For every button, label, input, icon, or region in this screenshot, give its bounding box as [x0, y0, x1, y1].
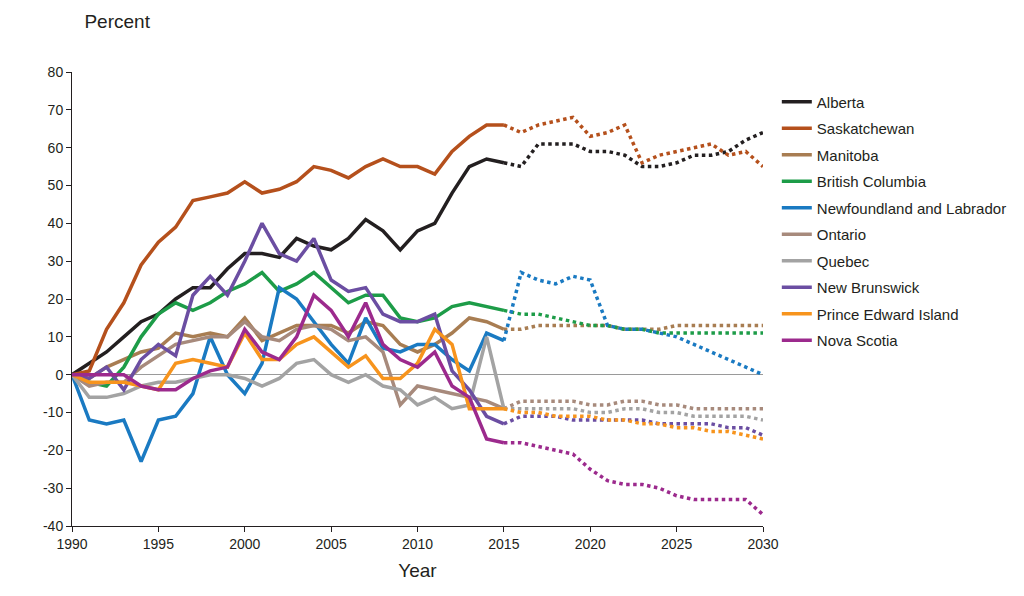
svg-text:1995: 1995	[143, 536, 174, 552]
svg-text:70: 70	[48, 102, 64, 118]
svg-text:80: 80	[48, 64, 64, 80]
svg-text:60: 60	[48, 140, 64, 156]
svg-text:-30: -30	[43, 480, 63, 496]
svg-text:30: 30	[48, 253, 64, 269]
svg-text:New Brunswick: New Brunswick	[817, 279, 920, 296]
svg-text:50: 50	[48, 177, 64, 193]
svg-text:Nova Scotia: Nova Scotia	[817, 332, 899, 349]
svg-text:2015: 2015	[488, 536, 519, 552]
svg-text:Prince Edward Island: Prince Edward Island	[817, 306, 959, 323]
svg-text:2000: 2000	[229, 536, 260, 552]
svg-text:Percent: Percent	[84, 11, 150, 32]
svg-text:2030: 2030	[747, 536, 778, 552]
svg-text:Newfoundland and Labrador: Newfoundland and Labrador	[817, 200, 1006, 217]
svg-text:Quebec: Quebec	[817, 253, 870, 270]
svg-text:Saskatchewan: Saskatchewan	[817, 120, 915, 137]
svg-text:Ontario: Ontario	[817, 226, 866, 243]
svg-text:2020: 2020	[575, 536, 606, 552]
svg-text:2005: 2005	[316, 536, 347, 552]
svg-text:Alberta: Alberta	[817, 94, 865, 111]
svg-text:Manitoba: Manitoba	[817, 147, 879, 164]
svg-text:2010: 2010	[402, 536, 433, 552]
svg-text:40: 40	[48, 215, 64, 231]
svg-text:10: 10	[48, 329, 64, 345]
svg-text:-20: -20	[43, 442, 63, 458]
svg-text:-10: -10	[43, 404, 63, 420]
svg-text:0: 0	[55, 367, 63, 383]
svg-text:British Columbia: British Columbia	[817, 173, 927, 190]
svg-text:-40: -40	[43, 518, 63, 534]
svg-text:1990: 1990	[56, 536, 87, 552]
svg-text:20: 20	[48, 291, 64, 307]
svg-text:Year: Year	[398, 560, 437, 581]
svg-text:2025: 2025	[661, 536, 692, 552]
